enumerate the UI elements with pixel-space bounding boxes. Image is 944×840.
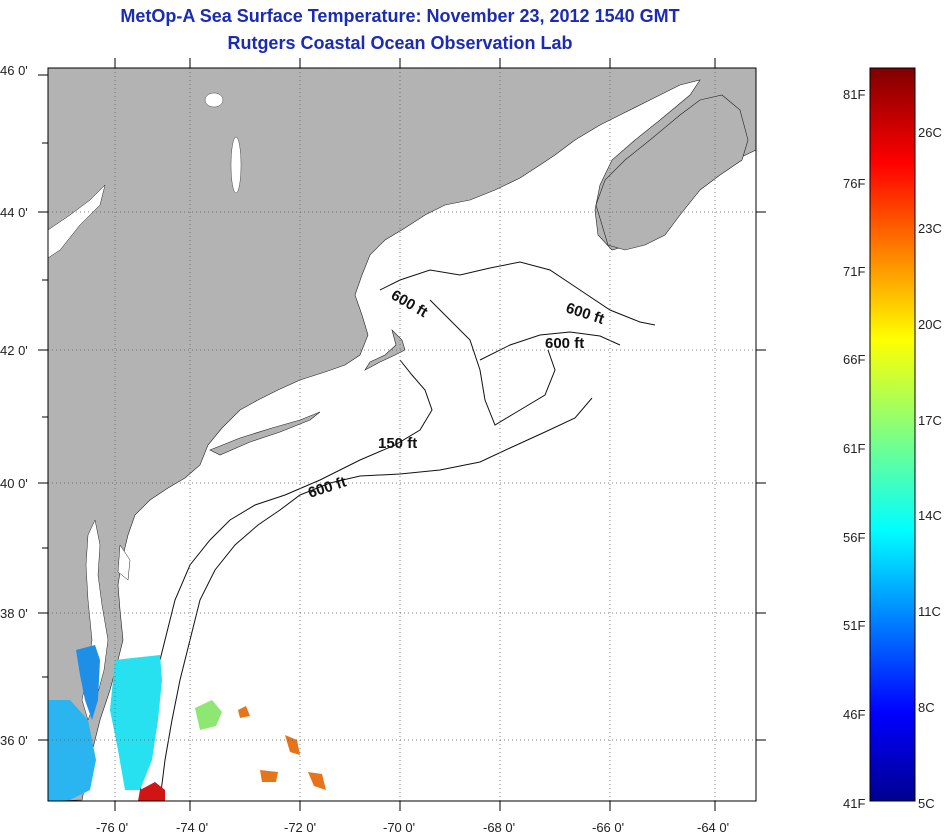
- contour-600ft-gulf: [379, 261, 656, 326]
- sst-patch-green: [195, 700, 222, 730]
- lat-label-44: 44 0': [0, 205, 28, 220]
- map-frame: [47, 67, 757, 802]
- colorbar-label-20c: 20C: [918, 317, 942, 332]
- lat-label-46: 46 0': [0, 63, 28, 78]
- lat-label-38: 38 0': [0, 606, 28, 621]
- cape-cod-land: [364, 328, 406, 371]
- lat-label-40: 40 0': [0, 476, 28, 491]
- map-subtitle: Rutgers Coastal Ocean Observation Lab: [227, 33, 573, 53]
- sst-patch-orange-3: [308, 772, 326, 790]
- colorbar-label-5c: 5C: [918, 796, 935, 811]
- lon-label-64: -64 0': [697, 820, 729, 835]
- lon-label-68: -68 0': [483, 820, 515, 835]
- colorbar-label-14c: 14C: [918, 508, 942, 523]
- long-island-land: [209, 411, 321, 456]
- colorbar-label-51f: 51F: [843, 618, 865, 633]
- lat-label-42: 42 0': [0, 343, 28, 358]
- colorbar-label-76f: 76F: [843, 176, 865, 191]
- colorbar-label-17c: 17C: [918, 413, 942, 428]
- moosehead-lake: [204, 92, 224, 108]
- axis-ticks: [38, 58, 766, 811]
- colorbar-label-26c: 26C: [918, 125, 942, 140]
- sst-data: [48, 645, 326, 801]
- sst-patch-shelf: [110, 655, 162, 790]
- contour-label-150ft: 150 ft: [378, 435, 417, 452]
- lat-label-36: 36 0': [0, 733, 28, 748]
- colorbar-label-46f: 46F: [843, 707, 865, 722]
- colorbar-c-labels: 26C 23C 20C 17C 14C 11C 8C 5C: [918, 125, 942, 811]
- nova-scotia-land: [595, 94, 749, 251]
- lake-champlain: [230, 136, 242, 194]
- colorbar-label-81f: 81F: [843, 87, 865, 102]
- lon-label-66: -66 0': [592, 820, 624, 835]
- lon-label-72: -72 0': [284, 820, 316, 835]
- sst-patch-coast: [48, 700, 96, 801]
- sst-patch-warm-core: [138, 782, 165, 801]
- lon-label-70: -70 0': [383, 820, 415, 835]
- map-title: MetOp-A Sea Surface Temperature: Novembe…: [120, 6, 680, 26]
- lon-label-74: -74 0': [176, 820, 208, 835]
- colorbar-label-8c: 8C: [918, 700, 935, 715]
- sst-patch-orange-4: [238, 706, 250, 718]
- contour-basin: [429, 299, 556, 426]
- contour-600ft-georges: [479, 331, 621, 361]
- colorbar-label-56f: 56F: [843, 530, 865, 545]
- contour-label-georges: 600 ft: [545, 335, 584, 352]
- lon-label-76: -76 0': [96, 820, 128, 835]
- colorbar-label-23c: 23C: [918, 221, 942, 236]
- colorbar: [869, 67, 916, 802]
- colorbar-f-labels: 81F 76F 71F 66F 61F 56F 51F 46F 41F: [843, 87, 865, 811]
- sst-patch-chesapeake: [76, 645, 100, 720]
- colorbar-label-61f: 61F: [843, 441, 865, 456]
- colorbar-label-41f: 41F: [843, 796, 865, 811]
- delaware-bay: [117, 544, 131, 581]
- lake-ontario: [48, 184, 106, 259]
- colorbar-label-11c: 11C: [918, 604, 941, 619]
- colorbar-label-66f: 66F: [843, 352, 865, 367]
- sst-patch-orange-2: [260, 770, 278, 782]
- mainland-land: [48, 68, 756, 801]
- contour-600ft-shelf: [159, 397, 593, 801]
- colorbar-label-71f: 71F: [843, 264, 865, 279]
